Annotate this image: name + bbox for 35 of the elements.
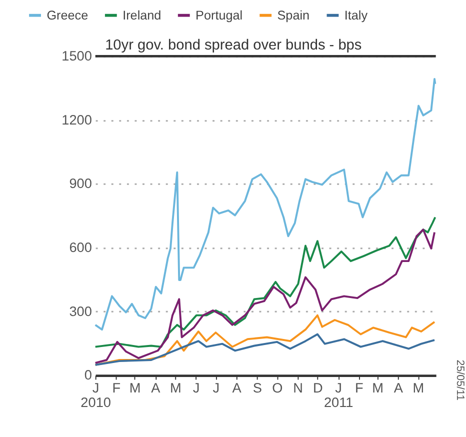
x-tick-label: F	[355, 380, 364, 396]
x-tick-label: O	[272, 380, 283, 396]
line-series	[94, 78, 436, 331]
x-tick-label: A	[151, 380, 162, 396]
x-tick-label: J	[212, 380, 220, 396]
x-tick-label: M	[372, 380, 384, 396]
y-tick-label: 1500	[62, 48, 92, 64]
line-series	[94, 314, 436, 366]
legend-label: Greece	[46, 8, 88, 22]
x-tick-label: A	[232, 380, 242, 396]
legend-label: Portugal	[196, 8, 243, 22]
legend-label: Ireland	[122, 8, 162, 22]
chart-title: 10yr gov. bond spread over bunds - bps	[105, 37, 362, 54]
x-tick-label: S	[252, 380, 262, 396]
legend-label: Spain	[277, 8, 310, 22]
x-tick-label: N	[293, 380, 303, 396]
y-tick-label: 300	[69, 304, 92, 319]
line-series	[94, 216, 436, 348]
x-tick-label: M	[170, 380, 182, 396]
line-series	[94, 333, 436, 366]
y-tick-label: 0	[84, 368, 92, 383]
x-tick-label: J 2011	[324, 380, 354, 410]
y-tick-label: 900	[69, 176, 92, 192]
x-tick-label: J 2010	[80, 380, 112, 410]
x-tick-label: M	[412, 380, 424, 396]
text: 25/05/11	[454, 360, 466, 401]
y-tick-label: 600	[69, 240, 92, 256]
x-tick-label: F	[112, 380, 121, 396]
legend-label: Italy	[344, 8, 368, 22]
x-tick-label: D	[313, 380, 324, 396]
line-series	[94, 228, 436, 364]
x-tick-label: M	[129, 380, 141, 396]
x-tick-label: A	[394, 380, 404, 396]
x-tick-label: J	[192, 380, 200, 396]
y-tick-label: 1200	[62, 112, 92, 128]
